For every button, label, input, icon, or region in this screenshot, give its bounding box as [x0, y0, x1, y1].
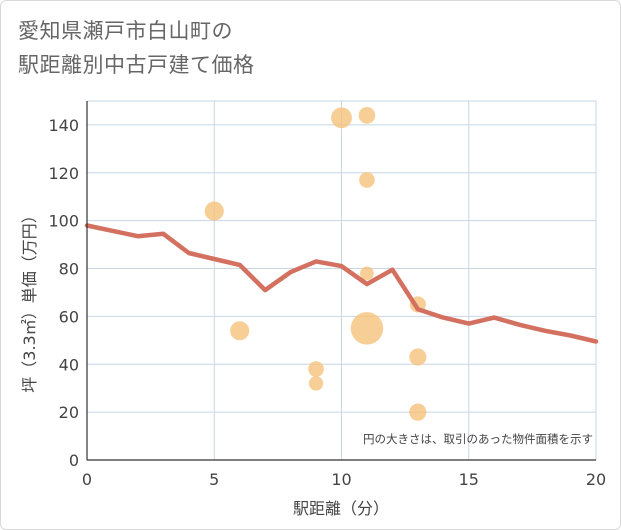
bubble-point [359, 172, 375, 188]
chart-title-line2: 駅距離別中古戸建て価格 [18, 53, 255, 77]
bubbles [204, 107, 427, 421]
bubble-size-note: 円の大きさは、取引のあった物件面積を示す [363, 432, 593, 446]
y-tick-label: 60 [59, 307, 79, 326]
bubble-point [409, 348, 427, 366]
bubble-point [350, 312, 384, 345]
y-tick-label: 40 [59, 355, 79, 374]
bubble-point [230, 321, 250, 341]
chart-title: 愛知県瀬戸市白山町の 駅距離別中古戸建て価格 [18, 14, 255, 82]
bubble-point [308, 376, 324, 391]
axes [86, 101, 596, 461]
average-price-line [84, 223, 599, 344]
y-axis-label: 坪（3.3㎡）単価（万円） [20, 207, 39, 392]
y-tick-label: 120 [48, 164, 79, 183]
tick-labels: 0 20 40 60 80 100 120 140 0 5 10 15 20 [48, 116, 606, 489]
bubble-point [204, 201, 224, 221]
bubble-point [331, 107, 352, 129]
x-tick-label: 20 [586, 470, 606, 489]
bubble-point [409, 403, 427, 421]
x-axis-label: 駅距離（分） [293, 499, 389, 518]
chart-title-line1: 愛知県瀬戸市白山町の [18, 19, 233, 43]
average-line [84, 223, 599, 344]
y-tick-label: 0 [69, 451, 79, 470]
y-tick-label: 80 [59, 260, 79, 279]
y-tick-label: 140 [48, 116, 79, 135]
x-tick-label: 10 [331, 470, 351, 489]
y-tick-label: 100 [48, 212, 79, 231]
x-tick-label: 0 [82, 470, 92, 489]
x-tick-label: 5 [209, 470, 219, 489]
grid [86, 100, 597, 461]
bubble-point [308, 361, 324, 377]
y-tick-label: 20 [59, 403, 79, 422]
x-tick-label: 15 [459, 470, 479, 489]
bubble-point [358, 107, 376, 124]
bubble-point [360, 266, 374, 281]
